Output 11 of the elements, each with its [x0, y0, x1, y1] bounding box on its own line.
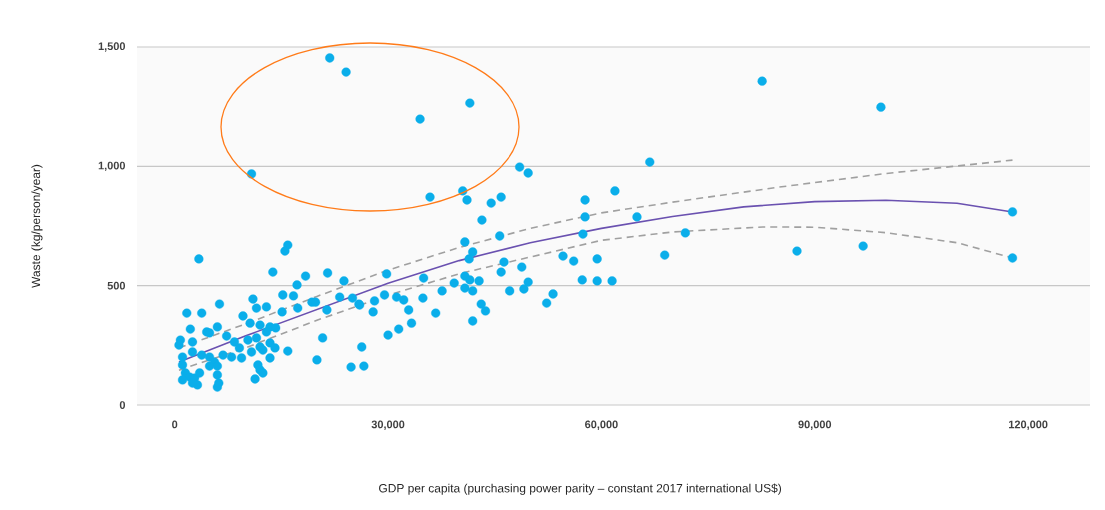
y-tick-label: 1,000 [98, 161, 126, 172]
x-tick-label: 120,000 [1009, 420, 1048, 430]
y-tick-label: 0 [119, 401, 126, 409]
x-tick-label: 90,000 [798, 420, 832, 430]
y-tick-label: 1,500 [98, 42, 126, 52]
x-tick-label: 0 [172, 420, 178, 429]
y-axis-title: Waste (kg/person/year) [31, 164, 43, 288]
y-tick-label: 500 [107, 281, 126, 290]
x-tick-label: 60,000 [585, 420, 618, 430]
x-tick-label: 30,000 [371, 420, 405, 430]
x-axis-title: GDP per capita (purchasing power parity – constant 2017 international US$) [379, 483, 782, 495]
